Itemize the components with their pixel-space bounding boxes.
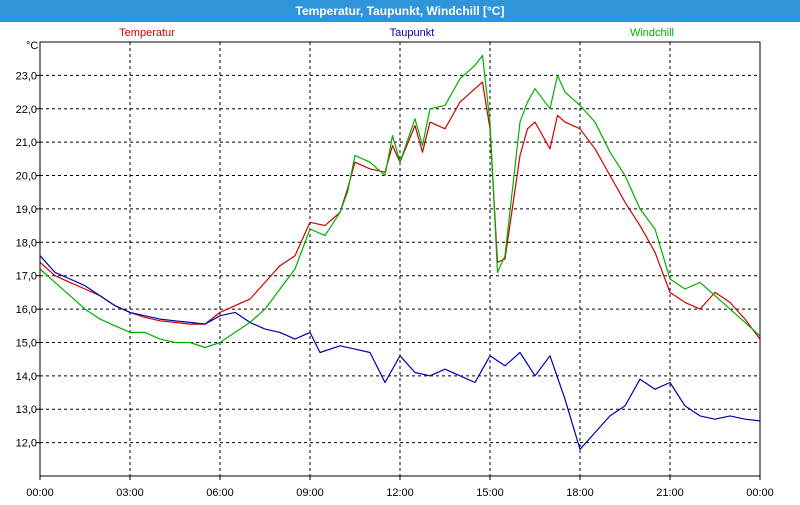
- legend-item-windchill: Windchill: [630, 27, 674, 39]
- x-axis: 00:0011.08.1403:0011.08.1406:0011.08.140…: [19, 476, 781, 505]
- y-tick-label: 20,0: [16, 171, 37, 183]
- series-line-windchill: [39, 54, 761, 349]
- y-tick-label: 14,0: [16, 371, 37, 383]
- y-tick-label: 16,0: [16, 304, 37, 316]
- grid-lines: [40, 42, 760, 476]
- series-line-temperatur: [39, 81, 761, 340]
- x-tick-time: 03:00: [116, 487, 144, 499]
- y-tick-label: 15,0: [16, 337, 37, 349]
- series-line-taupunkt: [39, 255, 761, 450]
- series-lines: [39, 54, 761, 450]
- x-tick-time: 00:00: [26, 487, 54, 499]
- plot-frame: [39, 41, 761, 477]
- x-tick-time: 21:00: [656, 487, 684, 499]
- y-axis-unit: °C: [26, 40, 38, 52]
- x-tick-time: 15:00: [476, 487, 504, 499]
- y-tick-label: 22,0: [16, 104, 37, 116]
- y-tick-label: 17,0: [16, 271, 37, 283]
- x-tick-time: 12:00: [386, 487, 414, 499]
- legend-item-taupunkt: Taupunkt: [390, 27, 435, 39]
- line-chart: °C 12,0 13,0 14,0 15,0 16,0 17,0 18,0 19,0 20,0 2…: [16, 27, 782, 505]
- y-tick-label: 23,0: [16, 70, 37, 82]
- y-tick-label: 13,0: [16, 404, 37, 416]
- y-tick-label: 18,0: [16, 237, 37, 249]
- window-title: Temperatur, Taupunkt, Windchill [°C]: [0, 0, 800, 22]
- x-tick-time: 18:00: [566, 487, 594, 499]
- chart-area: °C 12,0 13,0 14,0 15,0 16,0 17,0 18,0 19,0 20,0 2…: [0, 22, 800, 505]
- legend-item-temperatur: Temperatur: [119, 27, 175, 39]
- x-tick-time: 06:00: [206, 487, 234, 499]
- x-tick-time: 00:00: [746, 487, 774, 499]
- x-tick-time: 09:00: [296, 487, 324, 499]
- legend: Temperatur Taupunkt Windchill: [119, 27, 674, 39]
- y-axis: °C 12,0 13,0 14,0 15,0 16,0 17,0 18,0 19,0 20,0 2…: [16, 40, 40, 450]
- y-tick-label: 21,0: [16, 137, 37, 149]
- y-tick-label: 19,0: [16, 204, 37, 216]
- y-tick-label: 12,0: [16, 438, 37, 450]
